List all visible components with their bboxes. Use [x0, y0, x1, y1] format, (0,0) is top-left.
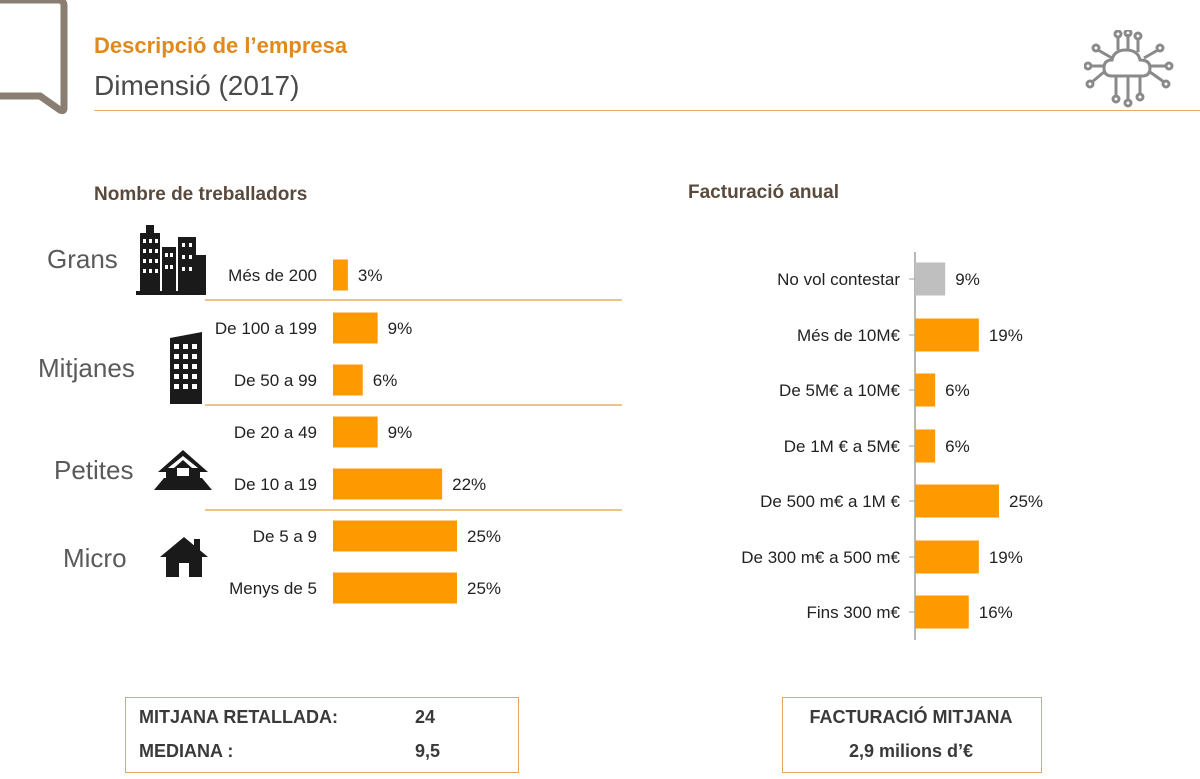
- group-label-grans: Grans: [47, 244, 118, 274]
- bar: [333, 520, 457, 552]
- bar: [333, 364, 363, 396]
- cloud-circuit-icon: [1084, 30, 1174, 108]
- value-label: 6%: [373, 371, 398, 390]
- value-label: 19%: [989, 326, 1023, 345]
- bar: [915, 484, 999, 518]
- value-label: 6%: [945, 381, 970, 400]
- value-label: 9%: [388, 319, 413, 338]
- chart-title-revenue: Facturació anual: [688, 182, 839, 203]
- bar: [915, 262, 946, 296]
- trimmed-mean-value: 24: [415, 707, 436, 727]
- category-label: De 10 a 19: [234, 475, 317, 494]
- house-icon: [154, 450, 212, 490]
- bar: [333, 312, 378, 344]
- category-label: De 300 m€ a 500 m€: [741, 548, 900, 567]
- value-label: 25%: [467, 579, 501, 598]
- bar: [333, 259, 348, 291]
- revenue-bar-chart: No vol contestar 9% Més de 10M€ 19% De 5M€ a…: [741, 252, 1043, 640]
- trimmed-mean-label: MITJANA RETALLADA:: [139, 707, 338, 727]
- value-label: 9%: [388, 423, 413, 442]
- skyscrapers-icon: [136, 225, 206, 295]
- category-label: De 100 a 199: [215, 319, 317, 338]
- median-value: 9,5: [415, 741, 441, 761]
- group-label-micro: Micro: [63, 543, 127, 573]
- category-label: Fins 300 m€: [806, 603, 900, 622]
- header-divider: [94, 110, 1200, 111]
- category-label: Menys de 5: [229, 579, 317, 598]
- value-label: 25%: [1009, 492, 1043, 511]
- page-subtitle: Dimensió (2017): [94, 70, 300, 101]
- value-label: 9%: [955, 270, 980, 289]
- page-title: Descripció de l’empresa: [94, 33, 348, 58]
- chart-title-employees: Nombre de treballadors: [94, 184, 308, 205]
- group-label-petites: Petites: [54, 455, 134, 485]
- bar: [915, 429, 936, 463]
- summary-box-employees: [125, 697, 519, 773]
- category-label: De 50 a 99: [234, 371, 317, 390]
- summary-box-revenue: [782, 697, 1042, 773]
- group-label-mitjanes: Mitjanes: [38, 353, 135, 383]
- category-label: No vol contestar: [777, 270, 900, 289]
- bar: [915, 373, 936, 407]
- bar: [915, 595, 969, 629]
- bar: [915, 318, 979, 352]
- bar: [915, 540, 979, 574]
- bar: [333, 416, 378, 448]
- category-label: De 20 a 49: [234, 423, 317, 442]
- bracket-logo: [0, 0, 68, 115]
- employees-bar-chart: Més de 200 3% De 100 a 199 9% De 50 a 99 6% De…: [205, 259, 622, 604]
- value-label: 22%: [452, 475, 486, 494]
- category-label: De 5 a 9: [253, 527, 317, 546]
- category-label: De 5M€ a 10M€: [779, 381, 900, 400]
- value-label: 3%: [358, 266, 383, 285]
- value-label: 25%: [467, 527, 501, 546]
- category-label: Més de 10M€: [797, 326, 901, 345]
- value-label: 6%: [945, 437, 970, 456]
- category-label: Més de 200: [228, 266, 317, 285]
- home-icon: [160, 537, 208, 577]
- value-label: 16%: [979, 603, 1013, 622]
- average-revenue-value: 2,9 milions d’€: [848, 741, 974, 761]
- bar: [333, 468, 443, 500]
- category-label: De 500 m€ a 1M €: [760, 492, 900, 511]
- median-label: MEDIANA :: [139, 741, 234, 761]
- office-tower-icon: [170, 332, 202, 404]
- bar: [333, 572, 457, 604]
- category-label: De 1M € a 5M€: [784, 437, 901, 456]
- average-revenue-label: FACTURACIÓ MITJANA: [809, 707, 1013, 727]
- value-label: 19%: [989, 548, 1023, 567]
